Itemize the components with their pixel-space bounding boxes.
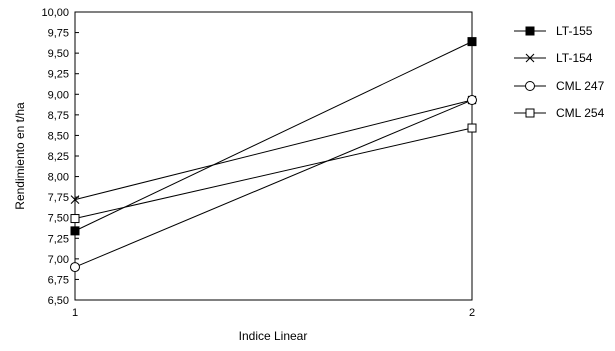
y-tick-label: 10,00 bbox=[41, 7, 69, 19]
series-markers-cml-247 bbox=[70, 95, 477, 273]
y-tick-label: 8,25 bbox=[48, 151, 69, 163]
series-cml-247 bbox=[74, 99, 473, 268]
series-line bbox=[74, 99, 473, 268]
plot-frame bbox=[74, 11, 473, 301]
y-tick-label: 8,50 bbox=[48, 130, 69, 142]
legend: LT-155 LT-154 CML 247 CML 254 bbox=[514, 24, 605, 120]
marker-open-circle bbox=[70, 262, 80, 273]
legend-item: CML 247 bbox=[514, 79, 605, 93]
series-line bbox=[74, 41, 473, 232]
marker-open-square bbox=[70, 214, 80, 224]
marker-x bbox=[70, 195, 80, 205]
legend-label: CML 254 bbox=[556, 106, 605, 120]
marker-x-stroke bbox=[70, 195, 80, 205]
x-tick-label: 2 bbox=[469, 307, 475, 319]
x-tick-label: 1 bbox=[72, 307, 78, 319]
marker-filled-square bbox=[70, 226, 80, 236]
x-axis-title: Indice Linear bbox=[239, 329, 308, 343]
marker-x-stroke bbox=[525, 53, 535, 63]
legend-item: LT-155 bbox=[514, 24, 593, 38]
y-tick-label: 7,75 bbox=[48, 192, 69, 204]
marker-open-square bbox=[525, 108, 535, 118]
y-tick-label: 8,00 bbox=[48, 172, 69, 184]
series-cml-254 bbox=[74, 127, 473, 220]
legend-item: CML 254 bbox=[514, 106, 605, 120]
y-axis: 6,50 6,75 7,00 7,25 7,50 7,75 8,00 8,25 8,50 8,75… bbox=[41, 7, 79, 307]
marker-x bbox=[525, 53, 535, 63]
legend-label: LT-154 bbox=[556, 51, 593, 65]
y-tick-label: 6,50 bbox=[48, 295, 69, 307]
series-line bbox=[74, 99, 473, 201]
series-markers-lt-155 bbox=[70, 37, 477, 236]
marker-filled-square bbox=[525, 26, 535, 36]
series-line bbox=[74, 127, 473, 220]
y-tick-label: 8,75 bbox=[48, 110, 69, 122]
series-markers-cml-254 bbox=[70, 123, 477, 224]
y-tick-label: 6,75 bbox=[48, 274, 69, 286]
series-lt-155 bbox=[74, 41, 473, 232]
y-axis-title: Rendimiento en t/ha bbox=[13, 102, 27, 210]
y-tick-label: 7,25 bbox=[48, 233, 69, 245]
series-lt-154 bbox=[74, 99, 473, 201]
legend-label: CML 247 bbox=[556, 79, 605, 93]
marker-open-circle bbox=[467, 95, 477, 106]
legend-item: LT-154 bbox=[514, 51, 593, 65]
y-tick-label: 7,00 bbox=[48, 254, 69, 266]
marker-open-circle bbox=[525, 81, 535, 91]
y-tick-label: 7,50 bbox=[48, 213, 69, 225]
y-tick-label: 9,75 bbox=[48, 28, 69, 40]
marker-open-square bbox=[467, 123, 477, 133]
series-layer bbox=[70, 37, 477, 273]
y-tick-label: 9,25 bbox=[48, 69, 69, 81]
y-tick-label: 9,50 bbox=[48, 48, 69, 60]
marker-filled-square bbox=[467, 37, 477, 47]
y-tick-label: 9,00 bbox=[48, 89, 69, 101]
legend-label: LT-155 bbox=[556, 24, 593, 38]
